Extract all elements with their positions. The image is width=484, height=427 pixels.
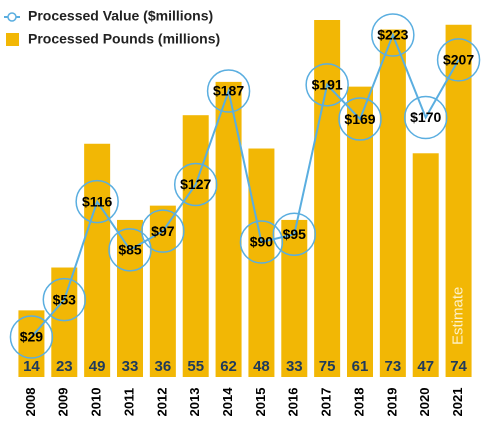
value-marker <box>9 315 54 359</box>
bar <box>84 143 111 377</box>
legend-marker-icon <box>7 12 17 22</box>
annotation: Estimate <box>450 287 467 345</box>
x-tick-label: 2015 <box>253 388 268 417</box>
bar-value-label: 62 <box>220 358 237 375</box>
bar <box>347 86 373 377</box>
value-marker <box>141 209 185 253</box>
bar-value-label: 36 <box>155 358 172 375</box>
x-tick-label: 2021 <box>450 388 465 417</box>
value-marker <box>338 97 382 141</box>
line-value-label: $53 <box>53 291 77 307</box>
line-value-label: $29 <box>20 329 44 345</box>
x-tick-label: 2008 <box>23 388 38 417</box>
value-marker <box>108 228 152 272</box>
value-marker <box>371 13 415 57</box>
line-value-label: $223 <box>377 27 408 43</box>
bar <box>215 81 242 377</box>
x-tick-label: 2011 <box>121 388 136 416</box>
value-marker <box>272 212 317 257</box>
line-value-label: $207 <box>443 52 474 68</box>
line-value-label: $187 <box>213 83 244 99</box>
value-marker <box>42 277 87 322</box>
x-tick-label: 2014 <box>220 387 235 417</box>
line-value-label: $85 <box>118 242 142 258</box>
bar <box>18 310 45 377</box>
value-line <box>30 32 460 338</box>
x-tick-label: 2016 <box>286 388 301 417</box>
bar <box>445 24 472 377</box>
legend-label: Processed Pounds (millions) <box>28 31 220 47</box>
x-tick-label: 2013 <box>187 388 202 417</box>
x-tick-label: 2019 <box>384 388 399 417</box>
x-tick-label: 2020 <box>417 388 432 417</box>
value-marker <box>436 38 481 82</box>
bar <box>412 153 439 377</box>
bar-value-label: 74 <box>450 358 467 375</box>
value-marker <box>239 220 284 264</box>
value-marker <box>403 95 448 140</box>
bar-value-label: 14 <box>23 358 40 375</box>
bar-value-label: 73 <box>385 358 402 375</box>
bar <box>51 267 78 377</box>
line-value-label: $169 <box>344 111 375 127</box>
line-value-label: $97 <box>151 223 175 239</box>
value-marker <box>75 179 119 224</box>
x-tick-label: 2009 <box>56 388 71 417</box>
line-value-label: $116 <box>82 193 113 209</box>
bar-value-label: 23 <box>56 358 73 375</box>
bar <box>117 219 143 377</box>
bar-value-label: 47 <box>417 358 434 375</box>
value-marker <box>305 63 349 107</box>
line-value-label: $90 <box>250 234 274 250</box>
bar-value-label: 75 <box>319 358 336 375</box>
bar <box>182 115 209 377</box>
legend-bar-icon <box>6 33 19 46</box>
bar-value-label: 33 <box>286 358 303 375</box>
line-value-label: $127 <box>180 176 211 192</box>
bar <box>281 219 308 377</box>
legend-label: Processed Value ($millions) <box>28 8 213 24</box>
value-marker <box>173 162 218 207</box>
line-value-label: $191 <box>312 77 343 93</box>
bar-value-label: 55 <box>187 358 204 375</box>
bar-value-label: 49 <box>89 358 106 375</box>
bar <box>149 205 176 377</box>
bar <box>379 29 406 378</box>
bar-value-label: 48 <box>253 358 270 375</box>
line-value-label: $95 <box>283 226 307 242</box>
bar-value-label: 33 <box>122 358 139 375</box>
line-value-label: $170 <box>410 109 441 125</box>
x-tick-label: 2012 <box>154 388 169 417</box>
value-marker <box>206 69 251 113</box>
bar <box>314 20 341 377</box>
x-tick-label: 2018 <box>351 388 366 417</box>
x-tick-label: 2010 <box>89 388 104 417</box>
x-tick-label: 2017 <box>319 388 334 417</box>
bar-value-label: 61 <box>352 358 369 375</box>
